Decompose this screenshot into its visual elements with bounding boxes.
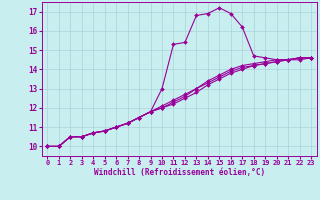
X-axis label: Windchill (Refroidissement éolien,°C): Windchill (Refroidissement éolien,°C) (94, 168, 265, 177)
